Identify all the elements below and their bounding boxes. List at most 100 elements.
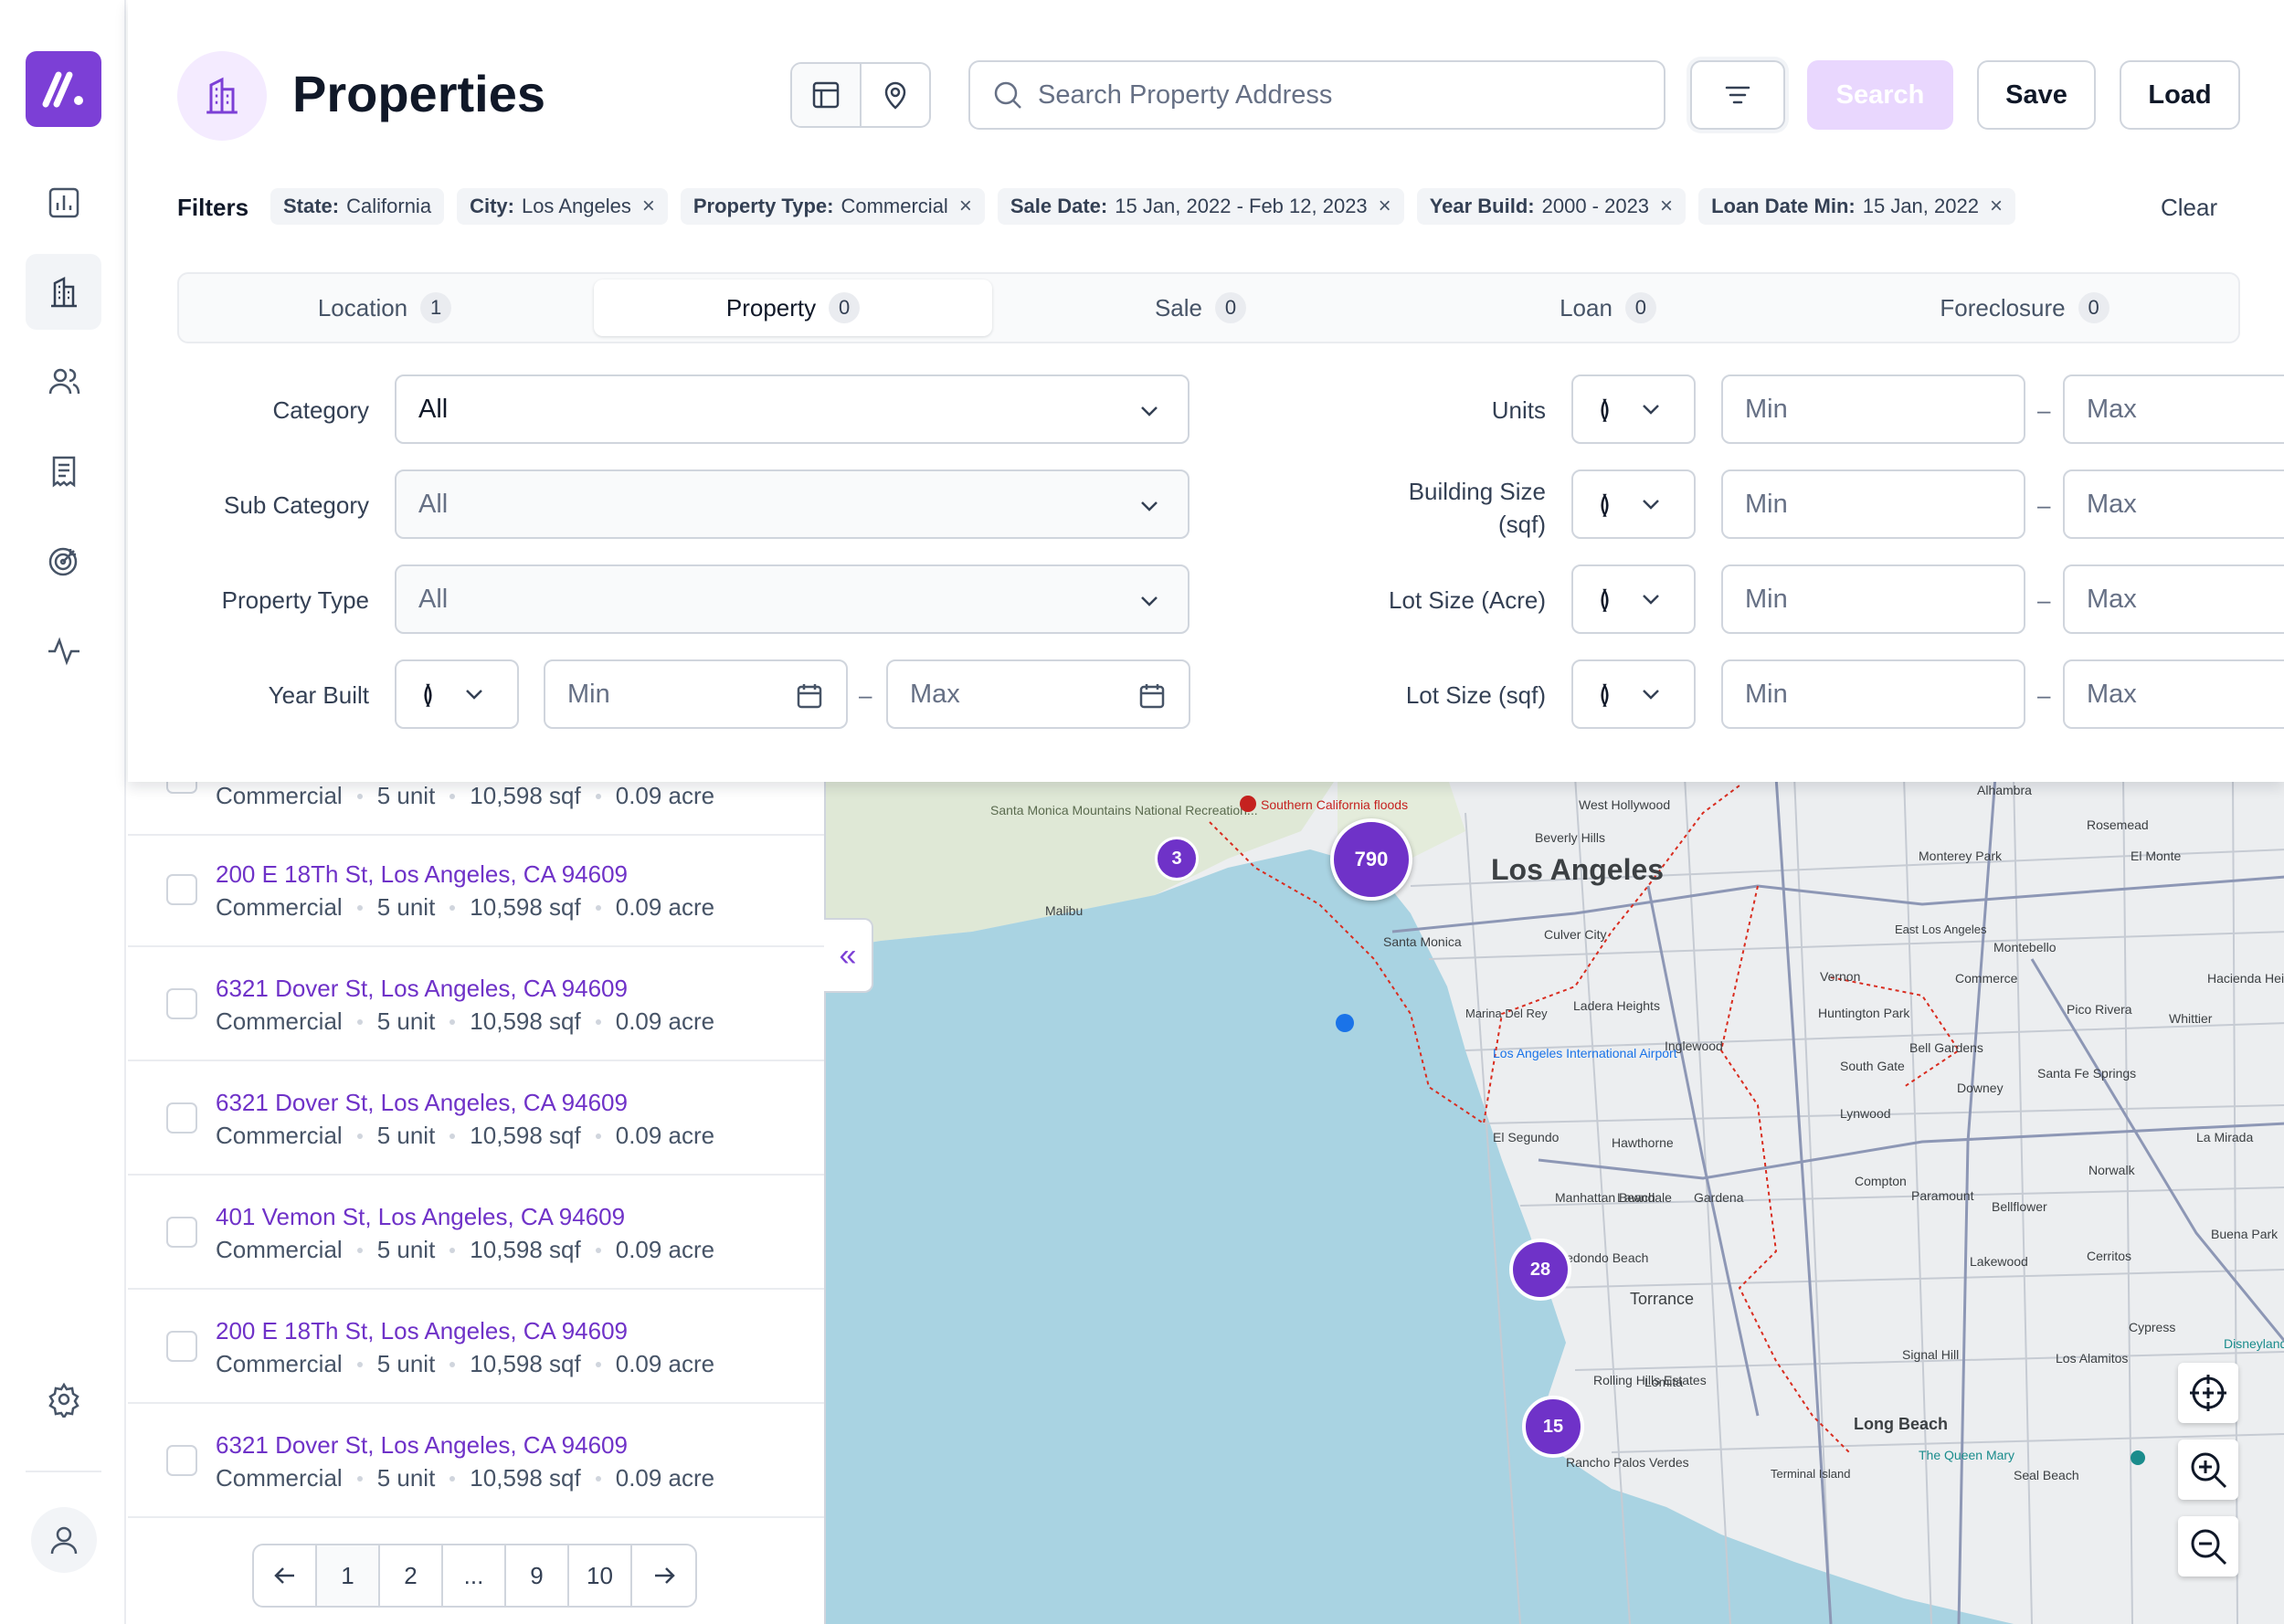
row-checkbox[interactable]	[166, 1216, 197, 1248]
map-cluster[interactable]: 15	[1522, 1396, 1584, 1458]
row-checkbox[interactable]	[166, 1444, 197, 1476]
lot-size-sqf-max-input[interactable]: Max	[2063, 659, 2284, 729]
property-type-select[interactable]: All	[395, 564, 1190, 634]
lot-size-sqf-operator-select[interactable]: ≬	[1571, 659, 1696, 729]
save-button[interactable]: Save	[1977, 60, 2096, 130]
units-operator-select[interactable]: ≬	[1571, 374, 1696, 444]
close-icon[interactable]: ×	[958, 194, 972, 218]
next-page-button[interactable]	[632, 1545, 695, 1606]
filter-chip[interactable]: State: California	[270, 188, 445, 225]
list-item[interactable]: 6321 Dover St, Los Angeles, CA 94609 Com…	[128, 947, 824, 1061]
list-item[interactable]: 6321 Dover St, Los Angeles, CA 94609 Com…	[128, 1061, 824, 1176]
map-view-button[interactable]	[862, 64, 929, 126]
page-button[interactable]: 1	[317, 1545, 380, 1606]
map-label-vernon: Vernon	[1820, 969, 1860, 984]
nav-contacts[interactable]	[26, 343, 101, 419]
separator-dot	[356, 1247, 363, 1253]
receipt-icon	[52, 456, 75, 487]
map[interactable]: Los Angeles Long Beach Torrance Santa Mo…	[824, 776, 2284, 1624]
filter-toggle-button[interactable]	[1690, 60, 1785, 130]
close-icon[interactable]: ×	[641, 194, 655, 218]
filter-chips: State: California City: Los Angeles × Prope…	[270, 188, 2015, 225]
nav-documents[interactable]	[26, 433, 101, 509]
property-acre: 0.09 acre	[615, 1236, 715, 1263]
list-item[interactable]: Commercial 5 unit 10,598 sqf 0.09 acre	[128, 776, 824, 836]
property-address[interactable]: 200 E 18Th St, Los Angeles, CA 94609	[216, 860, 628, 888]
map-label-paramount: Paramount	[1911, 1188, 1974, 1203]
tab-location[interactable]: Location 1	[188, 279, 581, 336]
row-checkbox[interactable]	[166, 1102, 197, 1134]
row-checkbox[interactable]	[166, 987, 197, 1019]
load-button[interactable]: Load	[2120, 60, 2240, 130]
year-built-min-input[interactable]: Min	[544, 659, 848, 729]
user-avatar[interactable]	[31, 1507, 97, 1573]
separator-dot	[356, 1361, 363, 1367]
search-input[interactable]	[1038, 79, 1623, 111]
nav-properties[interactable]	[26, 254, 101, 330]
tab-label: Location	[317, 293, 408, 322]
lot-size-acre-max-input[interactable]: Max	[2063, 564, 2284, 634]
nav-settings[interactable]	[26, 1361, 101, 1437]
property-address[interactable]: 200 E 18Th St, Los Angeles, CA 94609	[216, 1317, 628, 1345]
map-label-manhattan-beach: Manhattan Beach	[1555, 1190, 1655, 1205]
building-size-max-input[interactable]: Max	[2063, 469, 2284, 539]
close-icon[interactable]: ×	[1989, 194, 2003, 218]
locate-button[interactable]	[2178, 1363, 2238, 1423]
tab-loan[interactable]: Loan 0	[1409, 279, 1807, 336]
list-item[interactable]: 6321 Dover St, Los Angeles, CA 94609 Com…	[128, 1404, 824, 1518]
collapse-list-button[interactable]: «	[824, 918, 873, 993]
map-cluster[interactable]: 790	[1330, 818, 1412, 901]
map-label-rancho-pv: Rancho Palos Verdes	[1566, 1455, 1689, 1470]
lot-size-acre-operator-select[interactable]: ≬	[1571, 564, 1696, 634]
filter-chip[interactable]: City: Los Angeles ×	[457, 188, 668, 225]
app-logo[interactable]	[26, 51, 101, 127]
tab-property[interactable]: Property 0	[594, 279, 992, 336]
property-acre: 0.09 acre	[615, 1350, 715, 1377]
row-checkbox[interactable]	[166, 873, 197, 905]
year-built-operator-select[interactable]: ≬	[395, 659, 519, 729]
units-min-input[interactable]: Min	[1721, 374, 2025, 444]
close-icon[interactable]: ×	[1378, 194, 1391, 218]
page-button[interactable]: 9	[506, 1545, 569, 1606]
filter-chip[interactable]: Year Build: 2000 - 2023 ×	[1416, 188, 1687, 225]
property-address[interactable]: 6321 Dover St, Los Angeles, CA 94609	[216, 1089, 628, 1116]
prev-page-button[interactable]	[254, 1545, 317, 1606]
map-cluster[interactable]: 3	[1155, 837, 1199, 881]
nav-targets[interactable]	[26, 522, 101, 598]
filter-chip[interactable]: Sale Date: 15 Jan, 2022 - Feb 12, 2023 ×	[997, 188, 1404, 225]
list-item[interactable]: 401 Vemon St, Los Angeles, CA 94609 Comm…	[128, 1176, 824, 1290]
page-button[interactable]: 2	[380, 1545, 443, 1606]
map-label-santa-monica: Santa Monica	[1383, 934, 1462, 949]
sub-category-select[interactable]: All	[395, 469, 1190, 539]
row-checkbox[interactable]	[166, 1330, 197, 1362]
lot-size-sqf-min-input[interactable]: Min	[1721, 659, 2025, 729]
category-select[interactable]: All	[395, 374, 1190, 444]
zoom-in-button[interactable]	[2178, 1439, 2238, 1500]
property-address[interactable]: 401 Vemon St, Los Angeles, CA 94609	[216, 1203, 626, 1230]
nav-dashboard[interactable]	[26, 164, 101, 240]
units-max-input[interactable]: Max	[2063, 374, 2284, 444]
year-built-max-input[interactable]: Max	[886, 659, 1190, 729]
filter-chip[interactable]: Property Type: Commercial ×	[680, 188, 985, 225]
list-item[interactable]: 200 E 18Th St, Los Angeles, CA 94609 Com…	[128, 1290, 824, 1404]
page-button[interactable]: 10	[569, 1545, 632, 1606]
table-view-button[interactable]	[792, 64, 862, 126]
page-icon	[177, 51, 267, 141]
zoom-out-button[interactable]	[2178, 1516, 2238, 1577]
building-size-min-input[interactable]: Min	[1721, 469, 2025, 539]
search-button[interactable]: Search	[1807, 60, 1953, 130]
nav-activity[interactable]	[26, 612, 101, 688]
tab-foreclosure[interactable]: Foreclosure 0	[1816, 279, 2233, 336]
clear-filters-button[interactable]: Clear	[2161, 194, 2218, 221]
property-meta: Commercial 5 unit 10,598 sqf 0.09 acre	[216, 1122, 714, 1150]
lot-size-acre-min-input[interactable]: Min	[1721, 564, 2025, 634]
alert-pin	[1240, 796, 1256, 812]
building-size-operator-select[interactable]: ≬	[1571, 469, 1696, 539]
property-address[interactable]: 6321 Dover St, Los Angeles, CA 94609	[216, 975, 628, 1002]
tab-sale[interactable]: Sale 0	[1001, 279, 1400, 336]
property-address[interactable]: 6321 Dover St, Los Angeles, CA 94609	[216, 1431, 628, 1459]
map-cluster[interactable]: 28	[1509, 1239, 1571, 1301]
close-icon[interactable]: ×	[1660, 194, 1674, 218]
filter-chip[interactable]: Loan Date Min: 15 Jan, 2022 ×	[1698, 188, 2015, 225]
list-item[interactable]: 200 E 18Th St, Los Angeles, CA 94609 Com…	[128, 833, 824, 947]
